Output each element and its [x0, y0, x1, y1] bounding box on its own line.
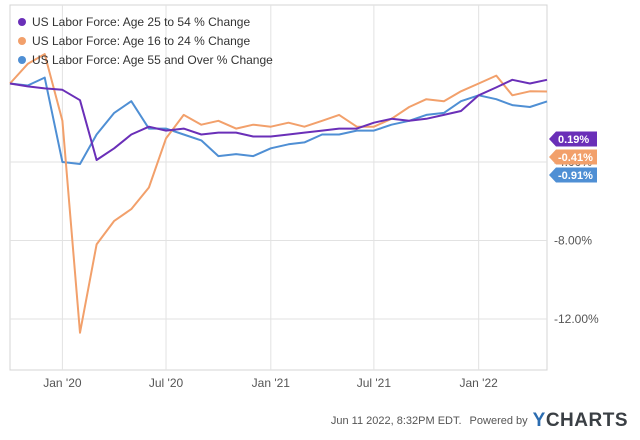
legend-item-25-54[interactable]: US Labor Force: Age 25 to 54 % Change: [18, 12, 273, 31]
end-value-label: 0.19%: [558, 134, 589, 146]
legend-marker-icon: [18, 17, 26, 26]
plot-border: [9, 4, 548, 371]
end-value-tag: [549, 167, 597, 183]
y-tick-label: -8.00%: [554, 233, 592, 247]
x-tick-label: Jan '20: [43, 376, 82, 390]
powered-by-label: Powered by: [469, 415, 528, 427]
ycharts-logo-text: CHARTS: [545, 410, 628, 431]
end-value-tag: [549, 149, 597, 165]
ycharts-logo[interactable]: Y CHARTS: [533, 410, 628, 432]
timestamp: Jun 11 2022, 8:32PM EDT.: [330, 415, 462, 427]
legend-label: US Labor Force: Age 16 to 24 % Change: [32, 33, 251, 48]
series-line: [9, 78, 548, 161]
legend-item-55-over[interactable]: US Labor Force: Age 55 and Over % Change: [18, 50, 273, 69]
x-tick-label: Jul '20: [149, 376, 184, 390]
legend-marker-icon: [18, 55, 26, 64]
x-tick-label: Jul '21: [357, 376, 392, 390]
series-line: [9, 53, 548, 334]
x-tick-label: Jan '22: [460, 376, 499, 390]
series-line: [9, 76, 548, 165]
end-value-label: -0.91%: [558, 170, 593, 182]
ycharts-logo-y: Y: [532, 410, 546, 431]
legend-label: US Labor Force: Age 25 to 54 % Change: [32, 14, 251, 29]
y-tick-label: -12.00%: [554, 312, 599, 326]
legend-label: US Labor Force: Age 55 and Over % Change: [32, 52, 273, 67]
legend-marker-icon: [18, 36, 26, 45]
x-tick-label: Jan '21: [252, 376, 291, 390]
legend-item-16-24[interactable]: US Labor Force: Age 16 to 24 % Change: [18, 31, 273, 50]
legend: US Labor Force: Age 25 to 54 % Change US…: [18, 12, 273, 69]
end-value-label: -0.41%: [558, 152, 593, 164]
footer: Jun 11 2022, 8:32PM EDT. Powered by Y CHA…: [331, 410, 628, 432]
end-value-tag: [549, 131, 597, 147]
